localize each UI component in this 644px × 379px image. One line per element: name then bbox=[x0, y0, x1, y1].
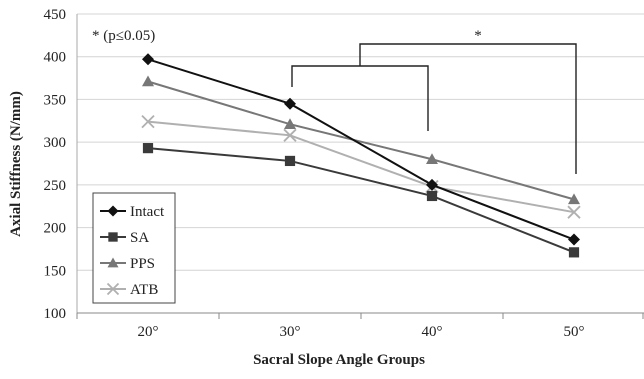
data-point bbox=[569, 247, 579, 257]
x-tick-label: 40° bbox=[422, 324, 443, 340]
legend-label: SA bbox=[130, 230, 149, 246]
x-axis-title: Sacral Slope Angle Groups bbox=[253, 352, 425, 368]
data-point bbox=[427, 191, 437, 201]
x-tick-label: 20° bbox=[138, 324, 159, 340]
data-point bbox=[142, 75, 154, 86]
series-intact bbox=[142, 53, 580, 245]
bracket-inner bbox=[292, 66, 428, 131]
bracket-outer bbox=[360, 44, 576, 174]
series-line bbox=[148, 122, 574, 213]
y-tick-label: 150 bbox=[44, 263, 67, 279]
data-point bbox=[143, 143, 153, 153]
bracket-star: * bbox=[474, 28, 482, 44]
data-point bbox=[285, 156, 295, 166]
y-tick-label: 250 bbox=[44, 178, 67, 194]
significance-note: * (p≤0.05) bbox=[92, 28, 155, 44]
data-point bbox=[568, 234, 580, 246]
data-point bbox=[142, 53, 154, 65]
significance-bracket bbox=[292, 44, 576, 174]
series-layer bbox=[142, 53, 580, 257]
x-tick-label: 50° bbox=[564, 324, 585, 340]
x-tick-label: 30° bbox=[280, 324, 301, 340]
legend-label: Intact bbox=[130, 204, 165, 220]
series-atb bbox=[142, 116, 580, 219]
y-tick-label: 200 bbox=[44, 221, 67, 237]
y-tick-label: 350 bbox=[44, 92, 67, 108]
y-tick-label: 300 bbox=[44, 135, 67, 151]
y-tick-label: 400 bbox=[44, 50, 67, 66]
y-tick-label: 100 bbox=[44, 306, 67, 322]
series-line bbox=[148, 59, 574, 239]
y-tick-label: 450 bbox=[44, 7, 67, 23]
legend-swatch-marker bbox=[108, 232, 117, 241]
legend-label: PPS bbox=[130, 256, 155, 272]
legend-label: ATB bbox=[130, 282, 158, 298]
legend: Intact SA PPS ATB bbox=[93, 193, 175, 303]
data-point bbox=[426, 179, 438, 191]
y-axis-title: Axial Stiffness (N/mm) bbox=[8, 91, 24, 237]
